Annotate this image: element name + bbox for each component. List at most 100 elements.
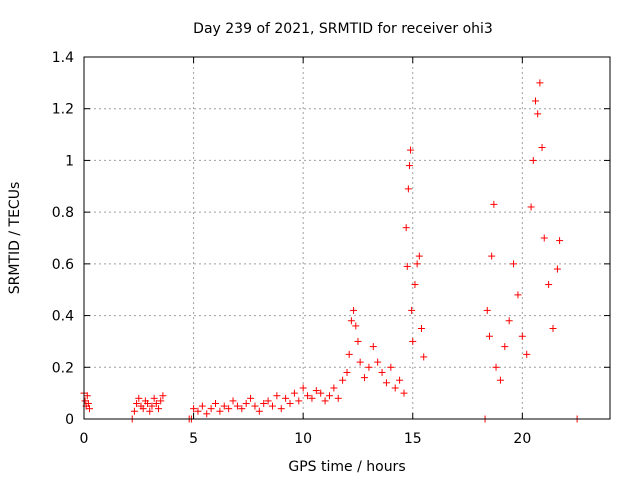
data-point xyxy=(157,397,165,405)
data-point xyxy=(556,237,564,245)
data-point xyxy=(352,322,360,330)
data-point xyxy=(391,384,399,392)
data-point xyxy=(403,262,411,270)
data-point xyxy=(536,79,544,87)
data-point xyxy=(382,379,390,387)
data-point xyxy=(339,376,347,384)
data-point xyxy=(540,234,548,242)
data-point xyxy=(203,410,211,418)
data-point xyxy=(190,405,198,413)
data-point xyxy=(545,281,553,289)
data-point xyxy=(549,325,557,332)
plot-frame xyxy=(83,56,611,420)
data-point xyxy=(225,405,233,413)
x-tick-label: 15 xyxy=(404,431,422,447)
data-point xyxy=(496,376,504,384)
data-point xyxy=(148,402,156,410)
data-point xyxy=(407,146,415,154)
ticks-layer xyxy=(83,56,610,420)
data-point xyxy=(485,332,493,340)
data-point xyxy=(146,407,154,415)
data-point xyxy=(133,399,141,407)
data-point xyxy=(325,392,333,400)
data-point xyxy=(354,337,362,345)
data-point xyxy=(374,358,382,366)
data-point xyxy=(347,317,355,325)
x-tick-label: 20 xyxy=(513,431,531,447)
data-point xyxy=(343,368,351,376)
data-point xyxy=(273,392,281,400)
data-point xyxy=(295,397,303,405)
data-point xyxy=(361,374,369,382)
grid-layer xyxy=(84,57,610,419)
data-point xyxy=(534,110,542,118)
data-point xyxy=(345,350,353,358)
data-point xyxy=(483,306,491,314)
data-point xyxy=(420,353,428,361)
x-tick-label: 10 xyxy=(294,431,312,447)
data-point xyxy=(130,407,138,415)
data-point xyxy=(242,399,250,407)
y-tick-label: 0.8 xyxy=(52,205,74,221)
data-point xyxy=(251,402,259,410)
data-point xyxy=(527,203,535,211)
data-point xyxy=(207,405,215,413)
data-point xyxy=(411,281,419,289)
data-point xyxy=(260,399,268,407)
data-point xyxy=(159,392,167,400)
y-tick-label: 1.4 xyxy=(52,50,74,66)
data-point xyxy=(312,387,320,395)
data-point xyxy=(155,405,163,413)
data-point xyxy=(505,317,513,325)
data-point xyxy=(299,384,307,392)
data-point xyxy=(194,407,202,415)
y-tick-label: 0.2 xyxy=(52,360,74,376)
data-point xyxy=(216,407,224,415)
y-tick-label: 1.2 xyxy=(52,102,74,118)
data-point xyxy=(152,399,160,407)
data-point xyxy=(501,343,509,351)
data-point xyxy=(238,405,246,413)
data-point xyxy=(400,389,408,397)
y-tick-label: 0.4 xyxy=(52,309,74,325)
data-point xyxy=(317,389,325,397)
y-tick-label: 0.6 xyxy=(52,257,74,273)
data-point xyxy=(286,399,294,407)
x-tick-label: 0 xyxy=(80,431,89,447)
data-point xyxy=(308,394,316,402)
data-point xyxy=(490,200,498,208)
data-point xyxy=(365,363,373,371)
data-point xyxy=(85,405,93,413)
data-point xyxy=(139,405,147,413)
data-point xyxy=(529,156,537,164)
data-point xyxy=(350,306,358,314)
data-point xyxy=(233,402,241,410)
data-point xyxy=(290,389,298,397)
data-point xyxy=(229,397,237,405)
chart-title: Day 239 of 2021, SRMTID for receiver ohi… xyxy=(193,21,493,37)
data-point xyxy=(492,363,500,371)
data-point xyxy=(268,402,276,410)
data-point xyxy=(83,392,91,400)
data-point xyxy=(387,363,395,371)
data-point xyxy=(538,144,546,151)
data-point xyxy=(334,394,342,402)
data-point xyxy=(277,405,285,413)
data-point xyxy=(255,407,263,415)
data-point xyxy=(518,332,526,340)
y-tick-label: 0 xyxy=(65,412,74,428)
tick-labels-layer: 0 5 10 15 20 0 0.2 0.4 0.6 0.8 1 1.2 1.4 xyxy=(52,50,532,447)
data-point xyxy=(408,306,416,314)
data-point xyxy=(198,402,206,410)
data-point xyxy=(510,260,518,268)
y-axis-label: SRMTID / TECUs xyxy=(7,182,23,295)
data-point xyxy=(321,397,329,405)
data-point xyxy=(264,397,272,405)
data-point xyxy=(404,185,412,193)
data-point xyxy=(84,399,92,407)
data-point xyxy=(304,392,312,400)
data-point xyxy=(220,402,228,410)
data-point xyxy=(356,358,364,366)
